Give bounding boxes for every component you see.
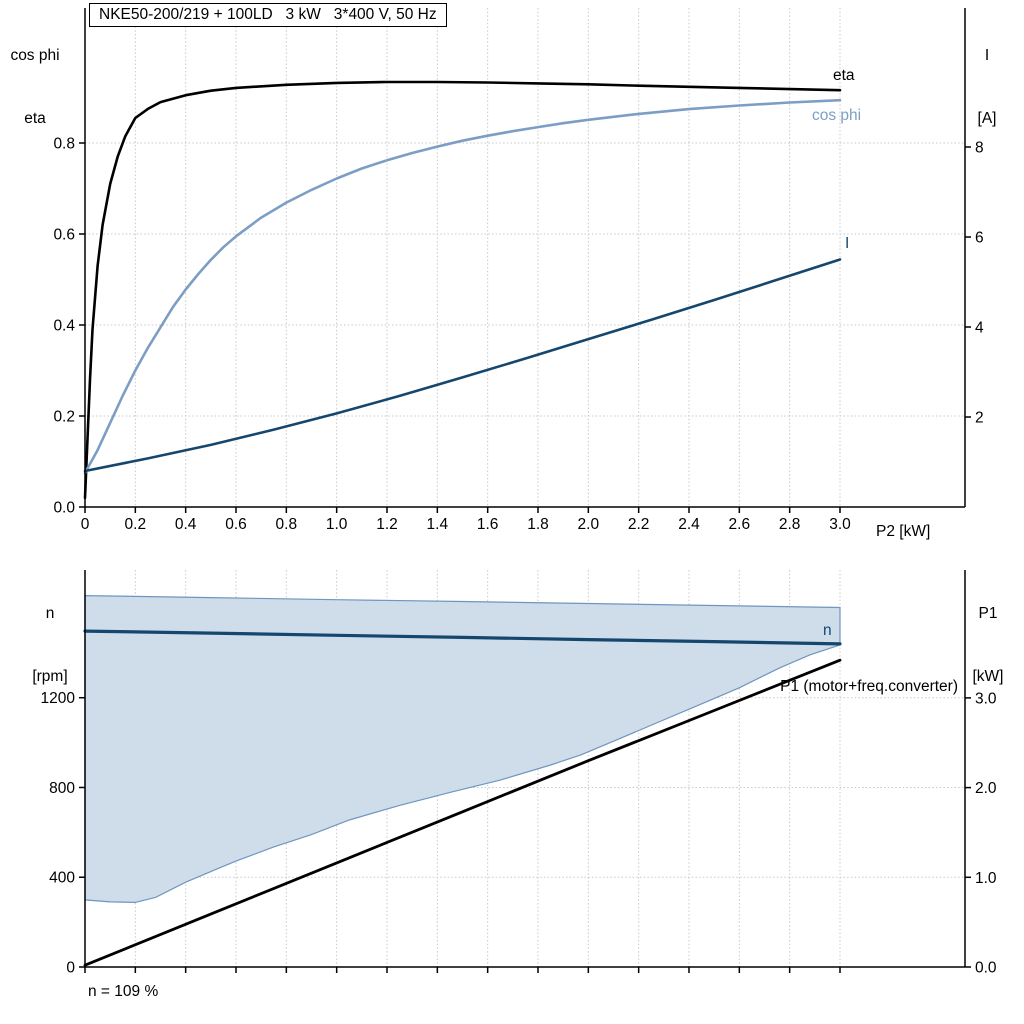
tick-label: 0.4: [175, 516, 197, 533]
tick-label: 0.6: [225, 516, 247, 533]
tick-label: 0.6: [53, 227, 75, 244]
series-i: [83, 258, 842, 473]
x-axis-label: P2 [kW]: [876, 523, 931, 540]
tick-label: 2.0: [975, 780, 997, 797]
tick-label: 0.8: [276, 516, 298, 533]
speed-axis-title-line1: n: [45, 605, 55, 622]
left-axis-title-bottom: n [rpm]: [20, 561, 80, 729]
current-curve-label: I: [845, 235, 850, 252]
tick-label: 1.2: [376, 516, 398, 533]
right-axis-title-line1: I: [984, 47, 990, 64]
speed-axis-title-line2: [rpm]: [32, 668, 68, 685]
tick-label: 4: [975, 320, 984, 337]
chart-motor-curves: 0.0 0.2 0.4 0.6 0.8 2 4 6 8 0 0.2 0.4 0.6 0.8 1.0 1.2 1.…: [53, 8, 984, 533]
tick-label: 0.4: [53, 318, 75, 335]
tick-label: 0.8: [53, 136, 75, 153]
tick-label: 3.0: [829, 516, 851, 533]
tick-label: 400: [49, 870, 75, 887]
tick-label: 0.0: [975, 960, 997, 977]
tick-label: 1.0: [975, 870, 997, 887]
tick-label: 2: [975, 410, 984, 427]
left-axis-title-top: cos phi eta: [4, 3, 66, 171]
right-axis-title-line2: [A]: [977, 110, 997, 127]
power-axis-title-line2: [kW]: [972, 668, 1004, 685]
tick-label: 800: [49, 780, 75, 797]
tick-label: 1.8: [527, 516, 549, 533]
tick-label: 0: [66, 960, 75, 977]
right-axis-title-top: I [A]: [962, 3, 1012, 171]
tick-label: 1.4: [427, 516, 449, 533]
axes: [79, 570, 971, 973]
tick-label: 0: [81, 516, 90, 533]
chart-speed-power: 0 400 800 1200 0.0 1.0 2.0 3.0: [41, 570, 997, 977]
series-n: [83, 629, 842, 646]
speed-footnote: n = 109 %: [88, 983, 159, 1000]
series-p1-motor-freq-converter-: [83, 658, 842, 967]
tick-label: 2.0: [578, 516, 600, 533]
p1-curve-label: P1 (motor+freq.converter): [780, 678, 958, 695]
tick-label: 0.2: [53, 409, 75, 426]
speed-envelope: [84, 594, 841, 904]
tick-label: 2.2: [628, 516, 650, 533]
tick-label: 3.0: [975, 690, 997, 707]
tick-label: 1200: [41, 690, 76, 707]
gridlines: [85, 570, 965, 967]
right-axis-title-bottom: P1 [kW]: [962, 561, 1014, 729]
power-axis-title-line1: P1: [978, 605, 998, 622]
tick-label: 1.0: [326, 516, 348, 533]
gridlines: [85, 8, 965, 507]
series-eta: [83, 80, 842, 500]
left-axis-title-line2: eta: [24, 110, 46, 127]
tick-label: 2.6: [729, 516, 751, 533]
tick-label: 8: [975, 140, 984, 157]
eta-curve-label: eta: [833, 67, 855, 84]
series-cos-phi: [83, 98, 842, 475]
speed-curve-label: n: [823, 622, 832, 639]
axes: [79, 8, 971, 513]
tick-label: 6: [975, 230, 984, 247]
tick-label: 0.0: [53, 500, 75, 517]
cos-phi-curve-label: cos phi: [812, 107, 862, 124]
chart-title: NKE50-200/219 + 100LD 3 kW 3*400 V, 50 H…: [89, 3, 447, 27]
left-axis-title-line1: cos phi: [10, 47, 60, 64]
tick-label: 2.8: [779, 516, 801, 533]
tick-label: 2.4: [678, 516, 700, 533]
tick-label: 0.2: [125, 516, 147, 533]
tick-label: 1.6: [477, 516, 499, 533]
